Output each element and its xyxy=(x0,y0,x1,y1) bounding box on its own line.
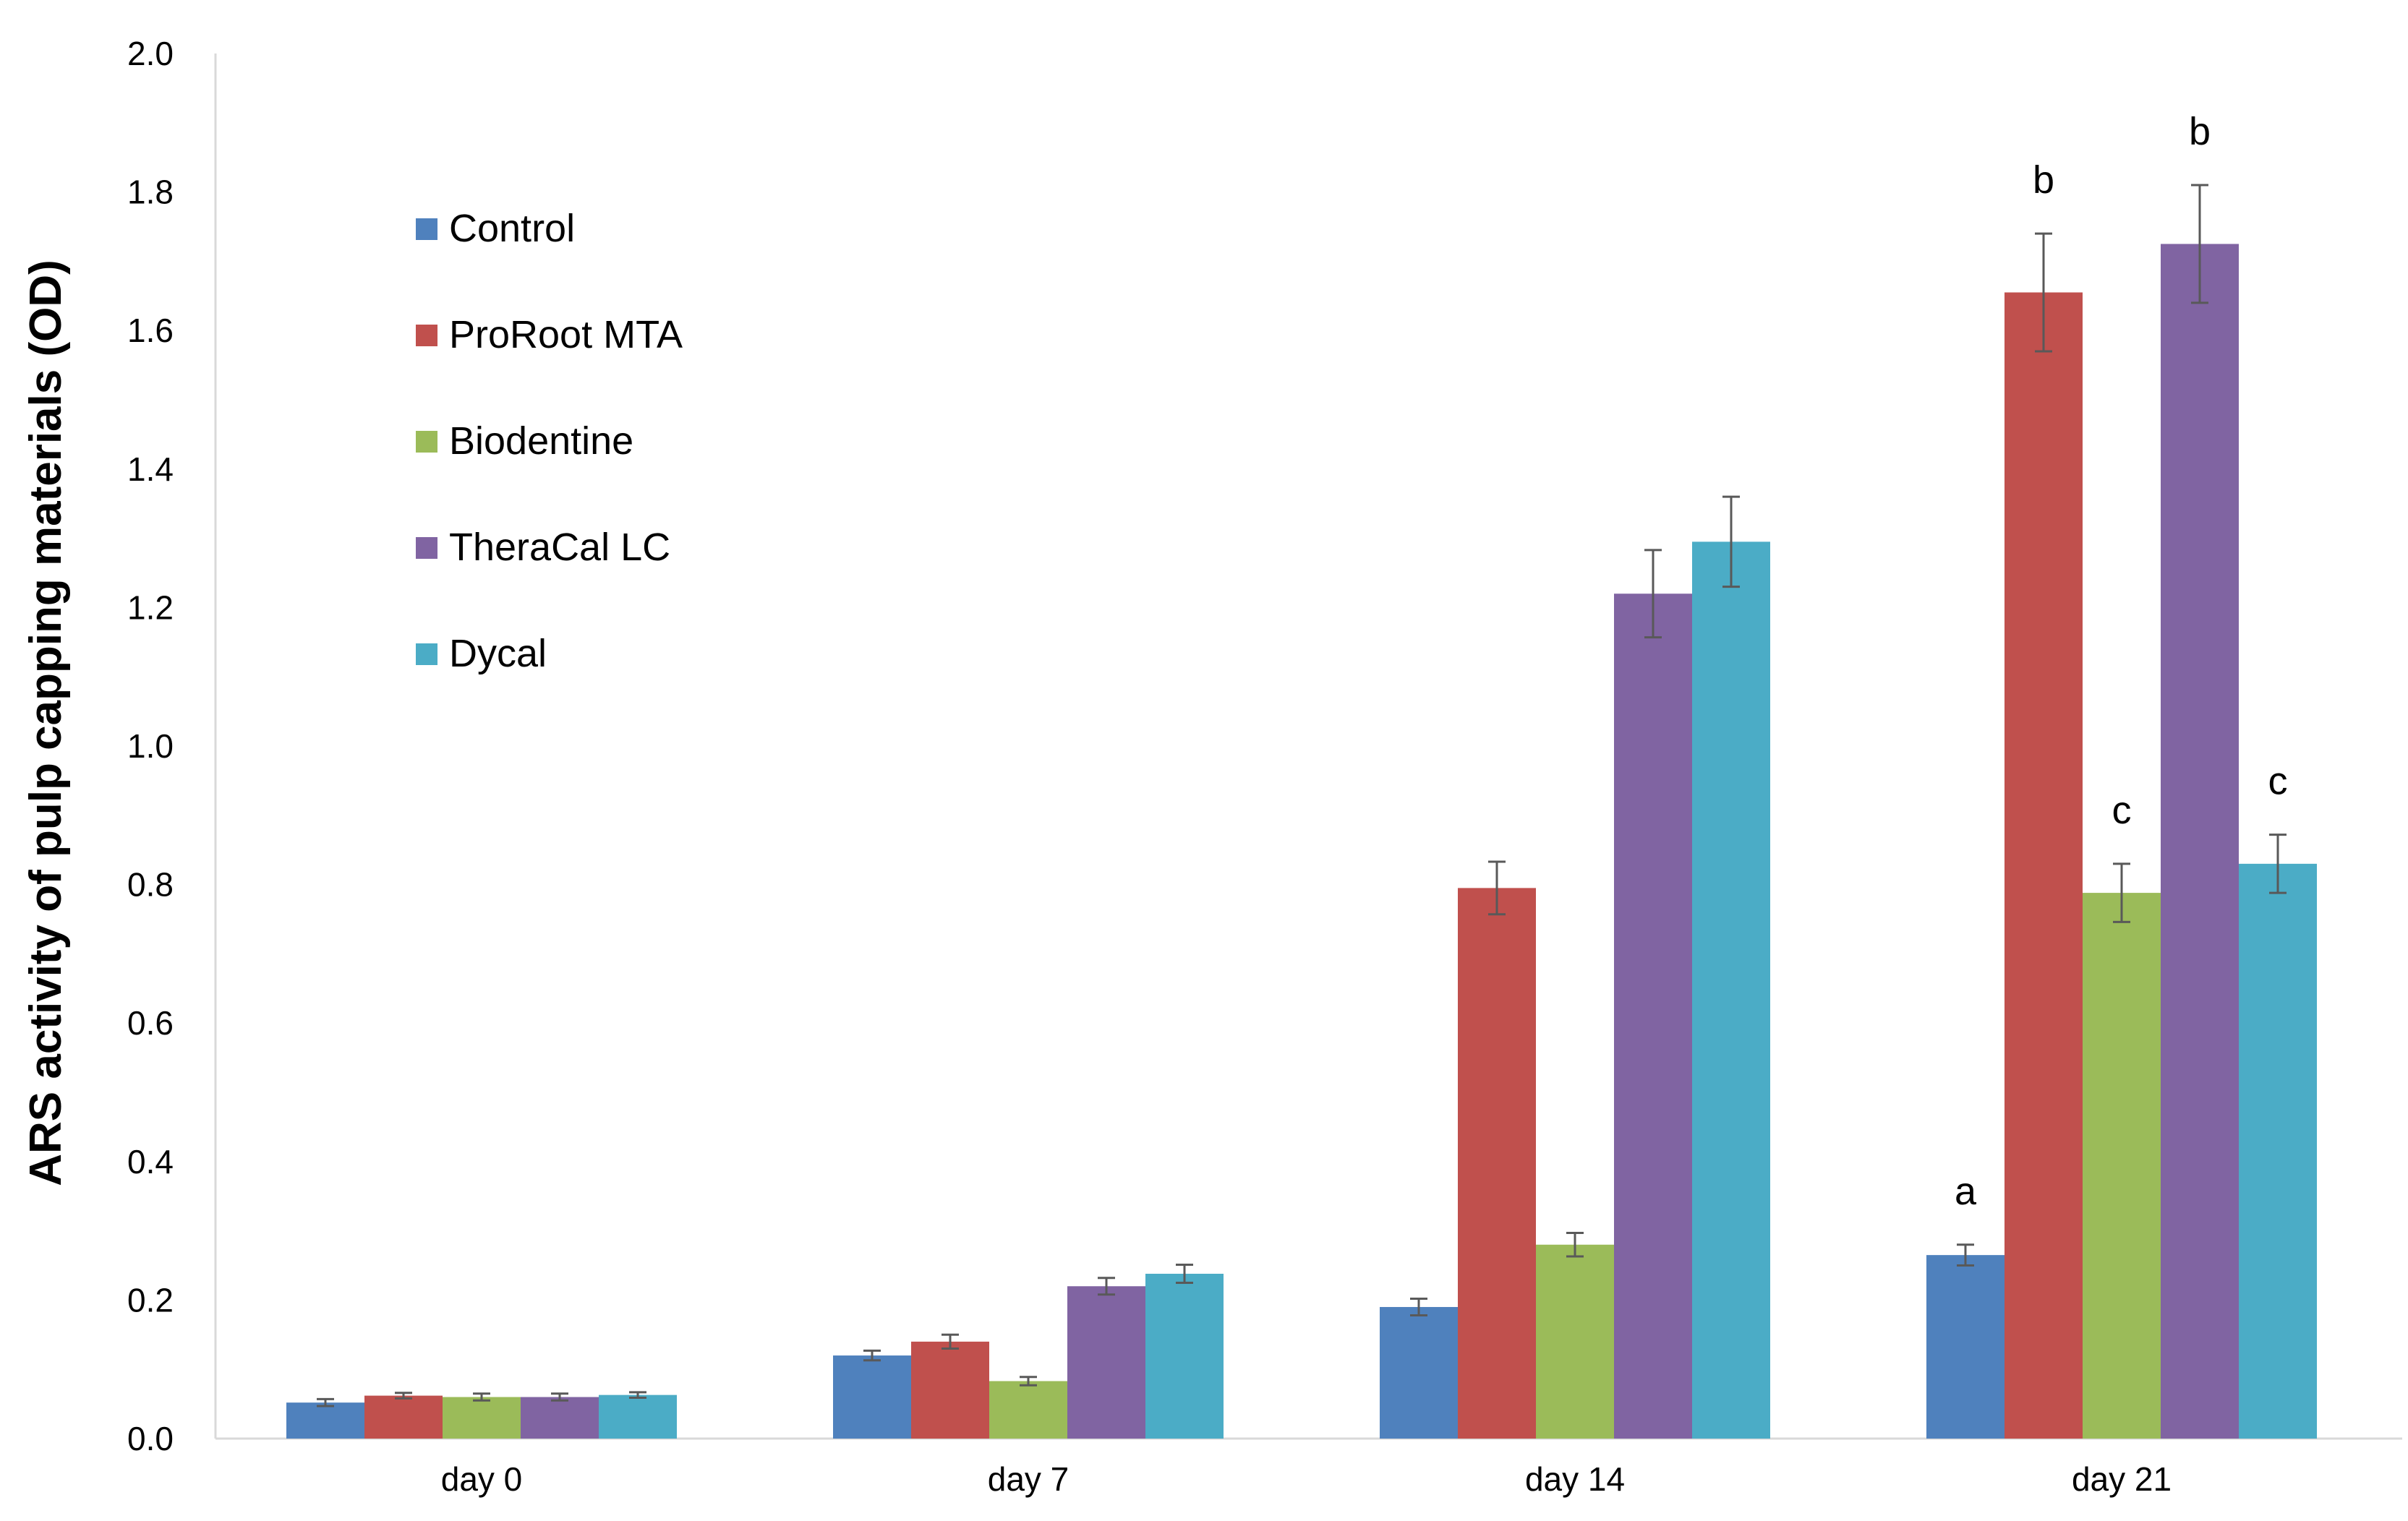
significance-letters: a b c b c xyxy=(1955,110,2288,1213)
y-tick-label: 0.4 xyxy=(127,1143,174,1181)
legend-label: Biodentine xyxy=(449,419,633,463)
legend: Control ProRoot MTA Biodentine TheraCal LC D… xyxy=(416,207,683,675)
y-tick-label: 1.6 xyxy=(127,312,174,349)
axes: 0.0 0.2 0.4 0.6 0.8 1.0 1.2 1.4 1.6 1.8 2.0 day 0 da… xyxy=(127,35,2402,1498)
bar xyxy=(911,1341,989,1439)
bar xyxy=(521,1397,599,1439)
legend-swatch xyxy=(416,643,437,665)
bar xyxy=(1536,1244,1614,1439)
legend-label: Dycal xyxy=(449,632,547,675)
bar xyxy=(1380,1306,1458,1439)
bar xyxy=(2004,292,2083,1439)
y-tick-label: 2.0 xyxy=(127,35,174,72)
x-tick-label: day 0 xyxy=(441,1460,523,1498)
bar xyxy=(1614,594,1692,1439)
significance-letter: c xyxy=(2112,789,2132,832)
bar xyxy=(1692,541,1770,1439)
x-tick-label: day 21 xyxy=(2072,1460,2172,1498)
error-bars xyxy=(317,184,2287,1408)
y-tick-label: 1.2 xyxy=(127,588,174,626)
legend-label: Control xyxy=(449,207,575,250)
y-tick-label: 1.0 xyxy=(127,727,174,765)
bar xyxy=(1067,1286,1145,1439)
bar xyxy=(833,1355,911,1439)
legend-swatch xyxy=(416,218,437,240)
legend-swatch xyxy=(416,431,437,453)
significance-letter: b xyxy=(2033,158,2054,202)
bar xyxy=(1926,1255,2004,1439)
bar xyxy=(2083,893,2161,1439)
legend-label: TheraCal LC xyxy=(449,526,670,569)
x-tick-label: day 14 xyxy=(1525,1460,1625,1498)
y-axis-title: ARS activity of pulp capping materials (… xyxy=(21,260,71,1186)
bar xyxy=(286,1402,364,1439)
significance-letter: b xyxy=(2189,110,2211,153)
y-tick-label: 1.8 xyxy=(127,173,174,211)
bar xyxy=(2239,863,2317,1439)
legend-label: ProRoot MTA xyxy=(449,313,683,356)
legend-swatch xyxy=(416,325,437,346)
significance-letter: a xyxy=(1955,1170,1977,1213)
bar xyxy=(1145,1273,1224,1439)
y-tick-label: 0.6 xyxy=(127,1004,174,1042)
bar xyxy=(989,1381,1067,1439)
y-tick-label: 1.4 xyxy=(127,450,174,488)
bar xyxy=(2161,244,2239,1439)
bars xyxy=(286,244,2317,1439)
y-tick-label: 0.2 xyxy=(127,1281,174,1319)
bar xyxy=(364,1395,443,1439)
y-tick-label: 0.0 xyxy=(127,1420,174,1457)
bar xyxy=(443,1397,521,1439)
bar xyxy=(599,1394,677,1439)
significance-letter: c xyxy=(2268,760,2288,803)
y-tick-label: 0.8 xyxy=(127,866,174,904)
bar xyxy=(1458,888,1536,1439)
legend-swatch xyxy=(416,537,437,559)
x-tick-label: day 7 xyxy=(988,1460,1069,1498)
